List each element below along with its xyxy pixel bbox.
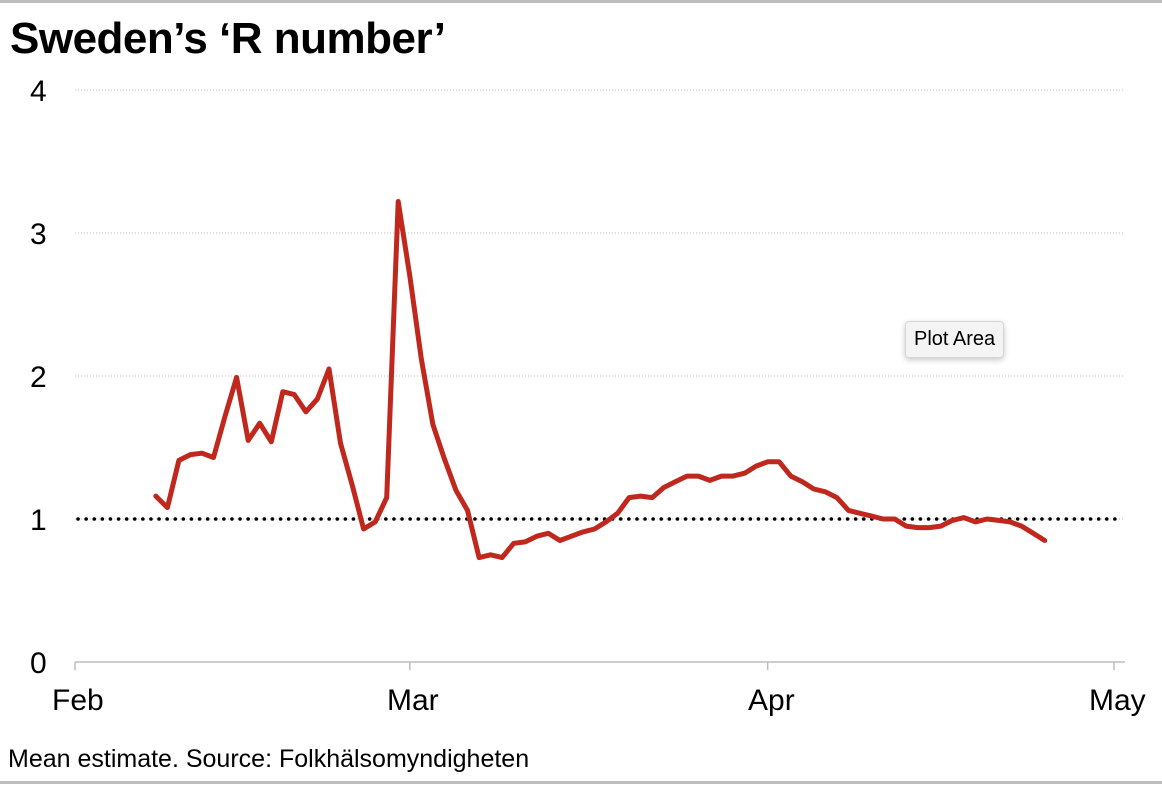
y-tick-label-2: 2 [30, 361, 47, 394]
x-tick-label-Apr: Apr [748, 684, 795, 717]
x-axis: Feb Mar Apr May [52, 661, 1146, 717]
x-tick-label-May: May [1089, 684, 1146, 717]
y-axis: 0 1 2 3 4 [30, 75, 47, 680]
plot-area-tooltip: Plot Area [905, 321, 1005, 358]
top-rule [0, 0, 1162, 3]
series-line [153, 199, 1048, 561]
x-tick-label-Feb: Feb [52, 684, 104, 717]
bottom-rule [0, 781, 1162, 784]
y-tick-label-1: 1 [30, 504, 47, 537]
gridlines [75, 89, 1125, 520]
x-tick-label-Mar: Mar [387, 684, 439, 717]
series-group [153, 199, 1048, 561]
y-tick-label-3: 3 [30, 218, 47, 251]
y-tick-label-4: 4 [30, 75, 47, 108]
y-tick-label-0: 0 [30, 647, 47, 680]
source-note: Mean estimate. Source: Folkhälsomyndighe… [8, 745, 530, 773]
chart-title: Sweden’s ‘R number’ [10, 14, 446, 63]
